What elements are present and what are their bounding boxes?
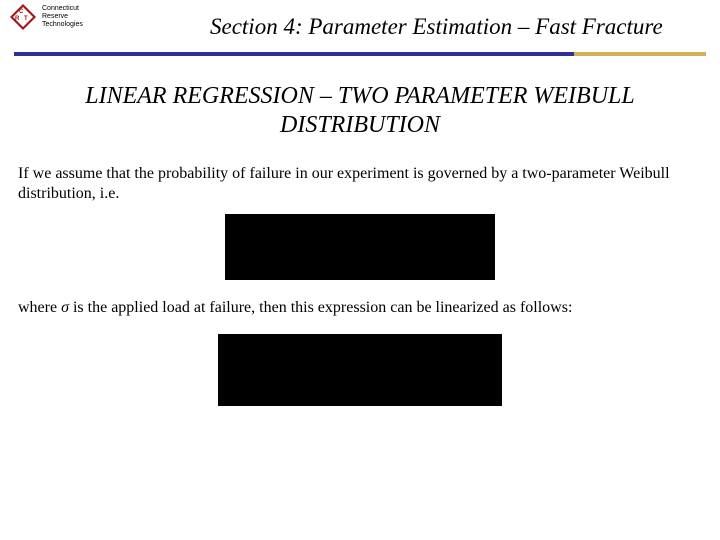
equation-block-1 (225, 214, 495, 280)
logo-line-1: Connecticut (42, 5, 83, 13)
equation-block-2 (218, 334, 502, 406)
section-title: Section 4: Parameter Estimation – Fast F… (210, 14, 663, 40)
para2-suffix: is the applied load at failure, then thi… (69, 299, 572, 316)
logo-text: Connecticut Reserve Technologies (42, 5, 83, 28)
rule-blue (14, 52, 574, 56)
logo-line-2: Reserve (42, 13, 83, 21)
header: C R T Connecticut Reserve Technologies S… (0, 0, 720, 60)
slide-heading: LINEAR REGRESSION – TWO PARAMETER WEIBUL… (78, 82, 642, 140)
logo: C R T Connecticut Reserve Technologies (10, 4, 83, 30)
rule-gold (574, 52, 706, 56)
paragraph-2: where σ is the applied load at failure, … (18, 298, 702, 318)
content: LINEAR REGRESSION – TWO PARAMETER WEIBUL… (0, 70, 720, 424)
logo-letter-r: R (15, 16, 20, 22)
logo-line-3: Technologies (42, 21, 83, 29)
logo-letter-c: C (19, 9, 24, 15)
logo-diamond-icon: C R T (10, 4, 36, 30)
logo-letter-t: T (24, 16, 28, 22)
para2-prefix: where (18, 299, 61, 316)
header-rule (14, 52, 706, 56)
slide: C R T Connecticut Reserve Technologies S… (0, 0, 720, 540)
paragraph-1: If we assume that the probability of fai… (18, 164, 702, 204)
sigma-symbol: σ (61, 299, 69, 316)
